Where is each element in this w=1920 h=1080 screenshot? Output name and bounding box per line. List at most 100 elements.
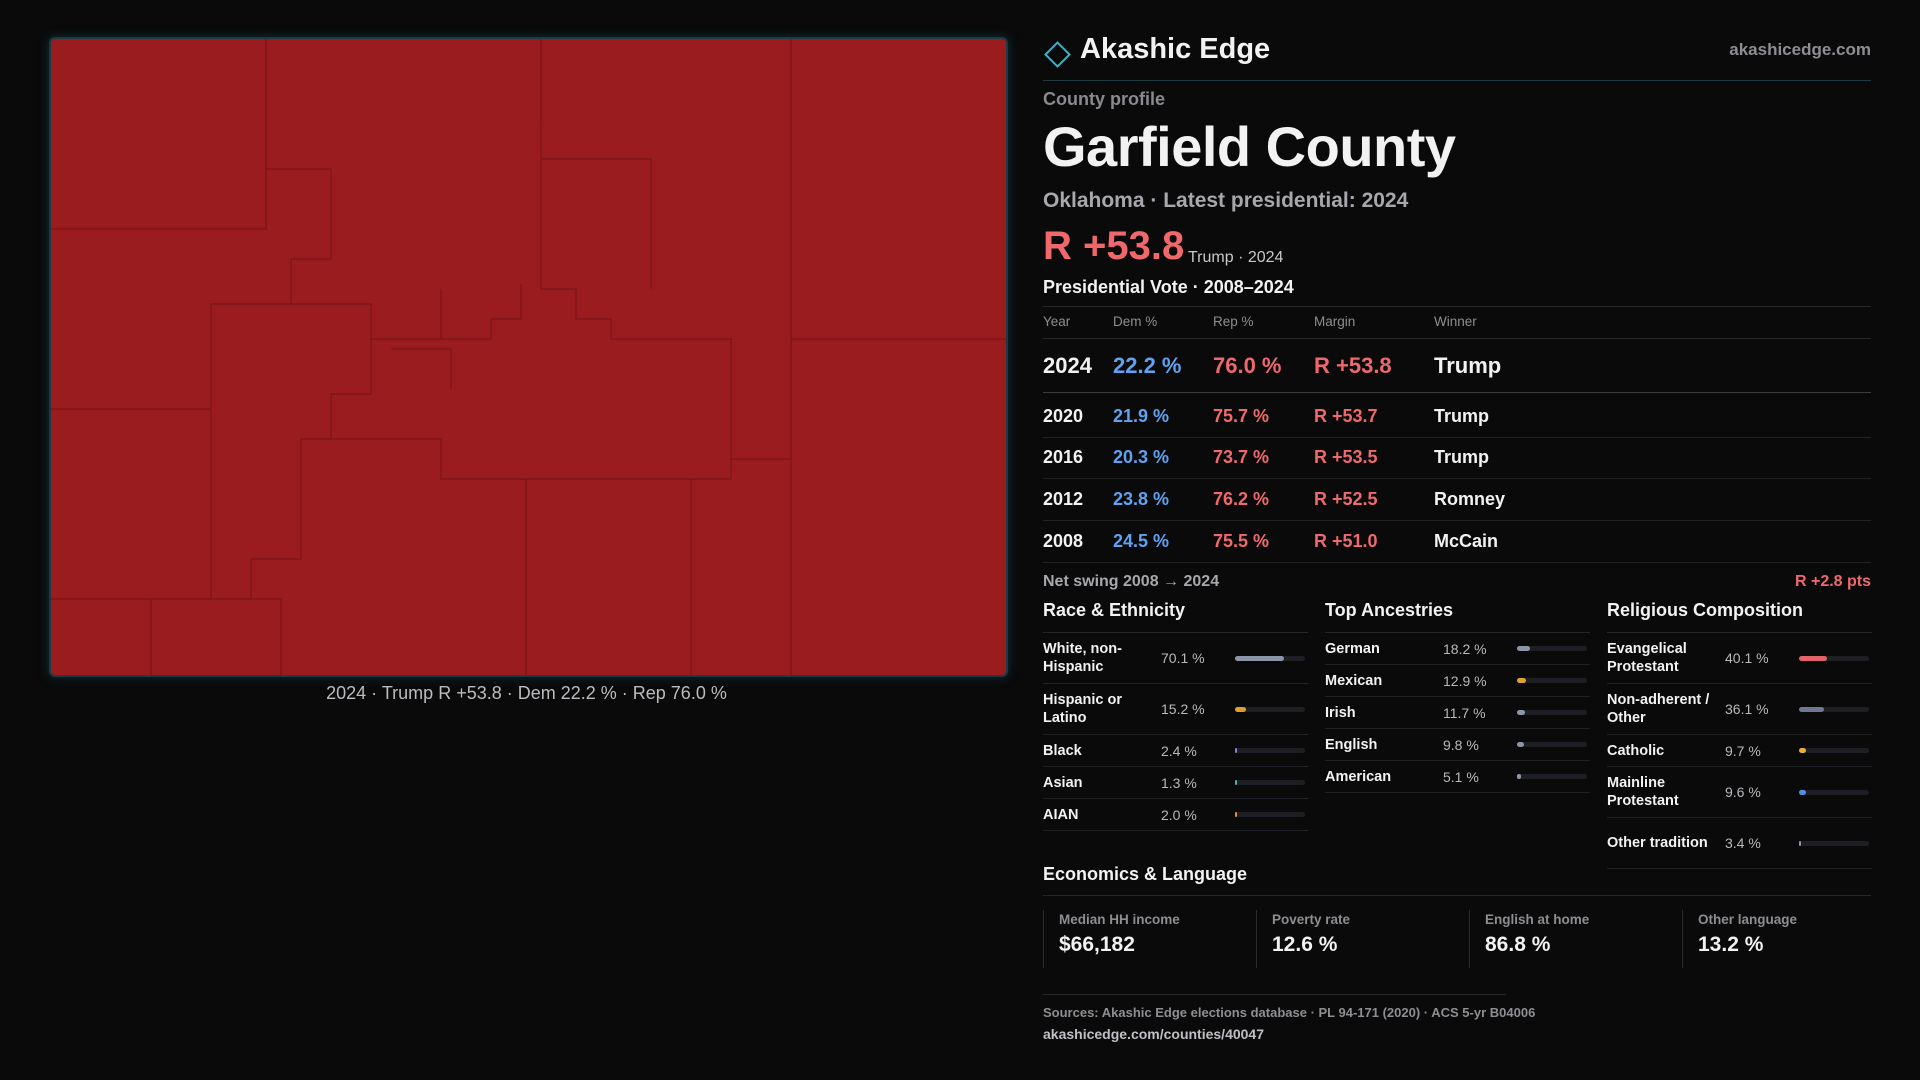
breakdown-label: Hispanic or Latino (1043, 692, 1122, 726)
breakdown-column: Top Ancestries German 18.2 % Mexican 12.9 % I… (1325, 600, 1590, 793)
table-rule (1043, 338, 1871, 339)
bar-track (1799, 748, 1869, 753)
bar (1235, 655, 1285, 661)
breakdown-row: AIAN 2.0 % (1043, 799, 1308, 831)
breakdown-value: 12.9 % (1443, 672, 1487, 689)
column-header: Winner (1434, 314, 1477, 329)
column-header: Year (1043, 314, 1071, 329)
breakdown-row: American 5.1 % (1325, 761, 1590, 793)
vote-cell: 24.5 % (1113, 531, 1170, 551)
breakdown-label: English (1325, 736, 1378, 753)
stat-label: Poverty rate (1272, 912, 1351, 927)
brand-site: akashicedge.com (1729, 40, 1871, 59)
year: 2024 (1043, 353, 1092, 378)
bar-track (1799, 789, 1869, 795)
vote-cell: 76.2 % (1213, 489, 1270, 509)
breakdown-value: 9.8 % (1443, 736, 1479, 753)
vote-cell: R +51.0 (1314, 531, 1378, 551)
breakdown-label: Mainline Protestant (1607, 775, 1679, 809)
sources: Sources: Akashic Edge elections database… (1043, 1005, 1536, 1020)
county-map (51, 39, 1006, 675)
breakdown-row: Other tradition 3.4 % (1607, 818, 1872, 869)
kicker: County profile (1043, 89, 1165, 109)
vote-cell: R +53.5 (1314, 447, 1378, 467)
row-rule (1043, 562, 1871, 563)
stat-card: Median HH income $66,182 (1043, 910, 1239, 968)
bar (1799, 789, 1806, 795)
breakdown-label: White, non-Hispanic (1043, 641, 1122, 675)
source-url: akashicedge.com/counties/40047 (1043, 1026, 1264, 1042)
vote-cell: 20.3 % (1113, 447, 1170, 467)
row-rule (1043, 520, 1871, 521)
bar-track (1517, 646, 1587, 651)
breakdown-label: Black (1043, 742, 1082, 759)
vote-cell: Trump (1434, 353, 1502, 378)
breakdown-label: Irish (1325, 704, 1356, 721)
swing-label: Net swing 2008 → 2024 (1043, 573, 1220, 590)
breakdown-row: Asian 1.3 % (1043, 767, 1308, 799)
breakdown-row: White, non-Hispanic 70.1 % (1043, 633, 1308, 684)
breakdown-title: Religious Composition (1607, 600, 1872, 633)
sources-rule (1043, 994, 1506, 995)
breakdown-label: Mexican (1325, 672, 1383, 689)
breakdown-value: 70.1 % (1161, 650, 1205, 666)
bar-track (1235, 780, 1305, 785)
bar-track (1799, 706, 1869, 712)
breakdown-value: 9.6 % (1725, 784, 1761, 800)
bar (1799, 706, 1825, 712)
breakdown-column: Religious Composition Evangelical Protest… (1607, 600, 1872, 869)
breakdown-row: Irish 11.7 % (1325, 697, 1590, 729)
bar (1517, 742, 1524, 747)
economics-title: Economics & Language (1043, 864, 1248, 884)
bar-track (1235, 812, 1305, 817)
breakdown-value: 18.2 % (1443, 640, 1487, 657)
bar-track (1235, 748, 1305, 753)
map-frame (49, 37, 1008, 677)
bar-track (1235, 655, 1305, 661)
breakdown-value: 5.1 % (1443, 768, 1479, 785)
stat-value: 12.6 % (1272, 933, 1338, 956)
stat-value: 13.2 % (1698, 933, 1764, 956)
vote-cell: R +52.5 (1314, 489, 1378, 509)
vote-cell: 23.8 % (1113, 489, 1170, 509)
breakdown-label: Asian (1043, 774, 1083, 791)
table-rule (1043, 306, 1871, 307)
bar (1517, 710, 1526, 715)
breakdown-label: Other tradition (1607, 835, 1708, 851)
breakdown-column: Race & Ethnicity White, non-Hispanic 70.1 … (1043, 600, 1308, 831)
bar (1517, 678, 1527, 683)
vote-cell: Trump (1434, 406, 1490, 426)
breakdown-label: Catholic (1607, 742, 1665, 759)
stat-card: English at home 86.8 % (1469, 910, 1665, 968)
bar-track (1517, 742, 1587, 747)
breakdown-row: English 9.8 % (1325, 729, 1590, 761)
vote-cell: McCain (1434, 531, 1499, 551)
stat-card: Other language 13.2 % (1682, 910, 1878, 968)
subtitle: Oklahoma · Latest presidential: 2024 (1043, 189, 1409, 212)
votes-table: Year Dem % Rep % Margin Winner 2024 22.2 % 76.0… (1043, 306, 1871, 566)
breakdown-value: 36.1 % (1725, 701, 1769, 717)
year: 2016 (1043, 447, 1084, 467)
stat-label: English at home (1485, 912, 1590, 927)
bar (1517, 774, 1521, 779)
year: 2012 (1043, 489, 1084, 509)
breakdown-label: Non-adherent / Other (1607, 692, 1710, 726)
year: 2008 (1043, 531, 1084, 551)
breakdown-value: 1.3 % (1161, 774, 1197, 791)
breakdown-row: Hispanic or Latino 15.2 % (1043, 684, 1308, 735)
bar-track (1517, 678, 1587, 683)
breakdown-label: German (1325, 640, 1380, 657)
breakdown-value: 2.4 % (1161, 742, 1197, 759)
vote-cell: 73.7 % (1213, 447, 1270, 467)
headline-margin: R +53.8 (1043, 224, 1185, 268)
vote-cell: Romney (1434, 489, 1506, 509)
bar-track (1799, 655, 1869, 661)
vote-cell: 76.0 % (1213, 353, 1282, 378)
column-header: Rep % (1213, 314, 1254, 329)
bar (1517, 646, 1530, 651)
breakdown-value: 11.7 % (1443, 704, 1486, 721)
economics-rule (1043, 895, 1871, 896)
bar-track (1799, 840, 1869, 846)
vote-cell: 21.9 % (1113, 406, 1170, 426)
